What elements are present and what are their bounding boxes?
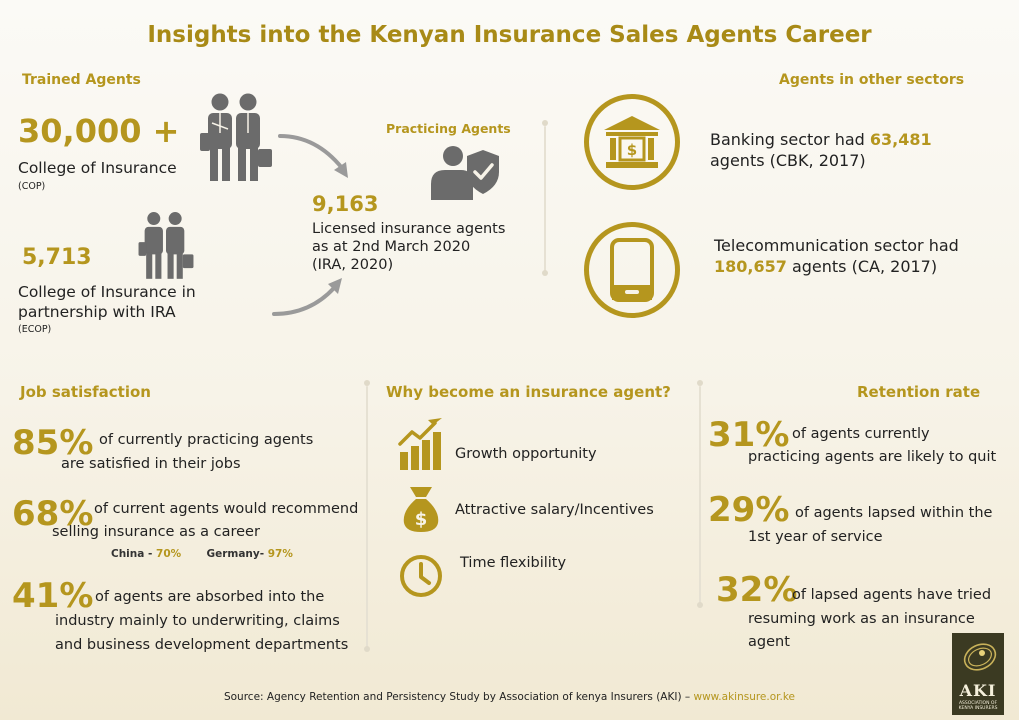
retention-32-pct: 32% bbox=[716, 570, 798, 610]
agents-group-small-icon bbox=[137, 210, 195, 287]
divider-dot bbox=[364, 380, 370, 386]
practicing-line1: Licensed insurance agents bbox=[312, 221, 506, 237]
reason-salary: Attractive salary/Incentives bbox=[455, 502, 654, 518]
retention-32-line2: resuming work as an insurance bbox=[748, 611, 975, 627]
aki-logo-subtext: ASSOCIATION OF KENYA INSURERS bbox=[958, 701, 998, 711]
why-heading: Why become an insurance agent? bbox=[386, 383, 671, 401]
satisfaction-85-pct: 85% bbox=[12, 423, 94, 463]
absorbed-41-line2: industry mainly to underwriting, claims bbox=[55, 613, 340, 629]
retention-29-line1: of agents lapsed within the bbox=[795, 505, 993, 521]
ecop-abbr: (ECOP) bbox=[18, 324, 52, 335]
money-bag-icon: $ bbox=[402, 485, 440, 538]
svg-text:$: $ bbox=[415, 509, 428, 530]
practicing-agents-heading: Practicing Agents bbox=[386, 121, 511, 136]
footer-source-text: Source: Agency Retention and Persistency… bbox=[223, 691, 694, 703]
other-sectors-heading: Agents in other sectors bbox=[779, 72, 965, 88]
agents-group-icon bbox=[198, 93, 274, 188]
mobile-phone-icon bbox=[584, 222, 680, 318]
practicing-line2: as at 2nd March 2020 bbox=[312, 239, 471, 255]
svg-text:$: $ bbox=[627, 141, 637, 159]
job-satisfaction-heading: Job satisfaction bbox=[20, 383, 151, 401]
footer-link[interactable]: www.akinsure.or.ke bbox=[693, 691, 796, 703]
absorbed-41-pct: 41% bbox=[12, 576, 94, 616]
reason-time: Time flexibility bbox=[460, 555, 567, 571]
verified-agent-icon bbox=[427, 144, 503, 205]
telecom-text: 180,657 agents (CA, 2017) bbox=[714, 257, 937, 277]
vertical-divider bbox=[366, 386, 368, 648]
cop-abbr: (COP) bbox=[18, 181, 46, 192]
china-label: China - bbox=[111, 548, 157, 560]
retention-32-line1: of lapsed agents have tried bbox=[792, 587, 992, 603]
telecom-text-pre: Telecommunication sector had bbox=[714, 236, 959, 255]
bank-icon: $ bbox=[584, 94, 680, 190]
retention-29-pct: 29% bbox=[708, 490, 790, 530]
recommend-68-line1: of current agents would recommend bbox=[94, 501, 359, 517]
germany-label: Germany- bbox=[206, 548, 268, 560]
retention-31-line1: of agents currently bbox=[792, 426, 930, 442]
telecom-text-post: agents (CA, 2017) bbox=[786, 257, 938, 276]
ecop-label-line1: College of Insurance in bbox=[18, 283, 196, 301]
ecop-label-line2: partnership with IRA bbox=[18, 303, 176, 321]
cop-number: 30,000 + bbox=[18, 112, 180, 150]
retention-29-line2: 1st year of service bbox=[748, 529, 883, 545]
satisfaction-85-line1: of currently practicing agents bbox=[99, 432, 314, 448]
growth-chart-icon bbox=[398, 418, 444, 477]
divider-dot bbox=[697, 602, 703, 608]
country-comparison: China - 70% Germany- 97% bbox=[111, 548, 293, 560]
trained-agents-heading: Trained Agents bbox=[22, 72, 141, 88]
banking-text-pre: Banking sector had bbox=[710, 130, 870, 149]
absorbed-41-line1: of agents are absorbed into the bbox=[95, 589, 325, 605]
arrow-down-right-icon bbox=[276, 128, 356, 189]
retention-31-pct: 31% bbox=[708, 415, 790, 455]
footer-source: Source: Agency Retention and Persistency… bbox=[0, 691, 1019, 703]
aki-logo-text: AKI bbox=[959, 681, 997, 700]
banking-text-post: agents (CBK, 2017) bbox=[710, 151, 866, 170]
china-value: 70% bbox=[156, 548, 182, 560]
retention-32-line3: agent bbox=[748, 634, 790, 650]
divider-dot bbox=[542, 120, 548, 126]
banking-number: 63,481 bbox=[869, 130, 932, 149]
telecom-number: 180,657 bbox=[714, 257, 787, 276]
absorbed-41-line3: and business development departments bbox=[55, 637, 349, 653]
divider-dot bbox=[542, 270, 548, 276]
aki-logo: AKI ASSOCIATION OF KENYA INSURERS bbox=[952, 633, 1004, 715]
vertical-divider bbox=[544, 126, 546, 274]
cop-label: College of Insurance bbox=[18, 159, 177, 177]
practicing-line3: (IRA, 2020) bbox=[312, 257, 394, 273]
recommend-68-line2: selling insurance as a career bbox=[52, 524, 260, 540]
arrow-up-right-icon bbox=[270, 272, 350, 327]
retention-heading: Retention rate bbox=[857, 383, 981, 401]
clock-icon bbox=[398, 553, 444, 604]
ecop-number: 5,713 bbox=[22, 245, 92, 270]
vertical-divider bbox=[699, 386, 701, 606]
reason-growth: Growth opportunity bbox=[455, 446, 597, 462]
germany-value: 97% bbox=[267, 548, 293, 560]
banking-text: Banking sector had 63,481 bbox=[710, 130, 932, 150]
practicing-number: 9,163 bbox=[312, 192, 379, 216]
divider-dot bbox=[364, 646, 370, 652]
satisfaction-85-line2: are satisfied in their jobs bbox=[61, 456, 241, 472]
page-title: Insights into the Kenyan Insurance Sales… bbox=[147, 22, 872, 48]
recommend-68-pct: 68% bbox=[12, 494, 94, 534]
divider-dot bbox=[697, 380, 703, 386]
retention-31-line2: practicing agents are likely to quit bbox=[748, 449, 997, 465]
